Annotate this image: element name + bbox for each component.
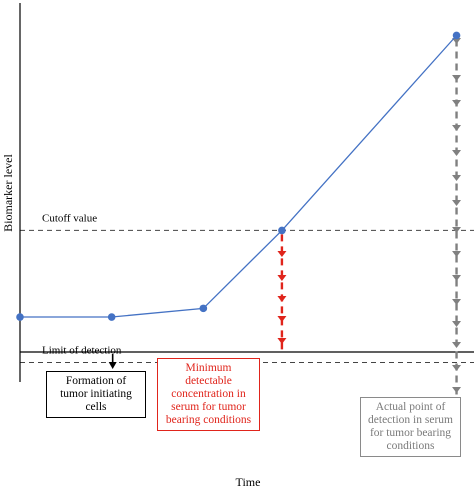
series-line: [20, 35, 457, 318]
series-layer: [16, 31, 461, 321]
actual-drop-arrowhead-9: [452, 275, 462, 281]
data-point-4: [452, 31, 461, 40]
actual-drop-arrowhead-7: [452, 227, 462, 233]
actual-drop-arrowhead-0: [452, 38, 462, 44]
actual-drop-arrowhead-8: [452, 251, 462, 257]
actual-drop-arrowhead-6: [452, 200, 462, 206]
data-point-0: [16, 313, 24, 321]
actual-detection-annotation: Actual point of detection in serum for t…: [360, 397, 461, 457]
minimum-drop-arrowhead-0: [277, 251, 287, 257]
x-axis-label: Time: [236, 475, 261, 489]
data-point-1: [107, 313, 116, 321]
actual-drop-arrowhead-14: [452, 387, 462, 393]
reference-lines-layer: Cutoff value Limit of detection: [20, 212, 474, 364]
actual-drop-arrowhead-3: [452, 125, 462, 131]
actual-drop-arrowhead-2: [452, 100, 462, 106]
actual-drop-arrowhead-10: [452, 299, 462, 305]
actual-drop-arrowhead-5: [452, 175, 462, 181]
data-point-3: [278, 226, 286, 235]
minimum-drop-arrowhead-4: [277, 338, 287, 344]
minimum-drop-arrowhead-2: [277, 296, 287, 302]
reference-label-1: Limit of detection: [42, 345, 122, 357]
actual-drop-arrowhead-11: [452, 321, 462, 327]
actual-drop-arrowhead-13: [452, 365, 462, 371]
actual-drop-arrowhead-1: [452, 75, 462, 81]
drop-arrows-layer: [108, 38, 462, 396]
formation-annotation: Formation of tumor initiating cells: [46, 371, 146, 418]
reference-label-0: Cutoff value: [42, 212, 97, 224]
data-point-2: [199, 304, 208, 313]
y-axis-label: Biomarker level: [1, 154, 15, 232]
minimum-detectable-annotation: Minimum detectable concentration in seru…: [157, 358, 260, 431]
actual-drop-arrowhead-12: [452, 342, 462, 348]
minimum-drop-arrowhead-1: [277, 275, 287, 281]
actual-drop-arrowhead-4: [452, 150, 462, 156]
minimum-drop-arrowhead-3: [277, 316, 287, 322]
formation-arrow-head: [108, 362, 117, 369]
